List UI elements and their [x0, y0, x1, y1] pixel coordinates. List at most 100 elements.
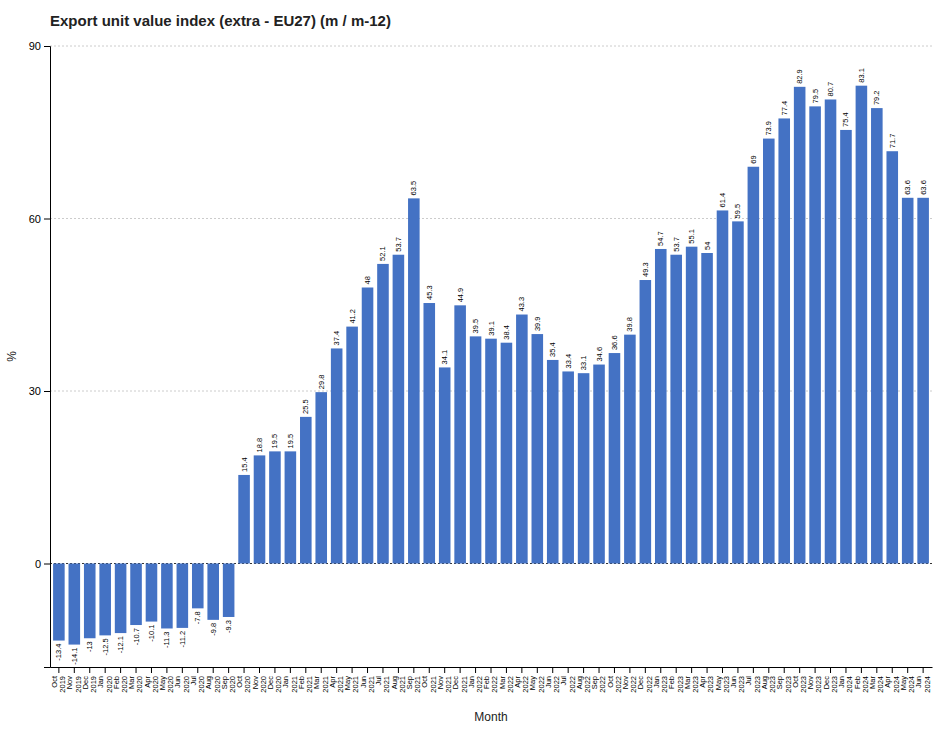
y-tick: 90	[29, 40, 50, 52]
data-label: 63.6	[903, 180, 912, 195]
bar	[856, 86, 868, 564]
x-tick-mark	[120, 667, 121, 673]
x-tick-mark	[336, 667, 337, 673]
data-label: -11.3	[162, 631, 171, 648]
x-tick-mark	[907, 667, 908, 673]
x-tick-mark	[722, 667, 723, 673]
bar	[825, 99, 837, 563]
bar	[470, 336, 482, 563]
bar	[717, 210, 729, 563]
bar	[732, 221, 744, 563]
data-label: 38.4	[502, 325, 511, 340]
y-tick-label: 60	[29, 213, 41, 225]
data-label: 39.9	[533, 316, 542, 331]
data-labels: -13.4-14.1-13-12.5-12.1-10.7-10.1-11.3-1…	[54, 68, 927, 665]
bar	[763, 139, 775, 564]
bar	[254, 455, 266, 563]
data-label: 19.5	[286, 434, 295, 449]
data-label: 44.9	[456, 288, 465, 303]
data-label: 61.4	[718, 193, 727, 208]
x-tick-mark	[737, 667, 738, 673]
bar	[192, 564, 204, 609]
x-tick-mark	[861, 667, 862, 673]
x-tick-mark	[305, 667, 306, 673]
bar	[547, 360, 559, 564]
bar	[161, 564, 173, 629]
data-label: 48	[363, 276, 372, 284]
x-tick-mark	[460, 667, 461, 673]
y-tick-mark	[44, 564, 50, 565]
bar	[840, 130, 852, 564]
y-tick-label: 0	[35, 558, 41, 570]
data-label: 63.5	[409, 181, 418, 196]
bar	[655, 249, 667, 564]
x-tick-mark	[136, 667, 137, 673]
x-tick-mark	[768, 667, 769, 673]
data-label: 54	[703, 242, 712, 250]
x-tick-mark	[290, 667, 291, 673]
x-tick-mark	[923, 667, 924, 673]
data-label: 33.4	[564, 354, 573, 369]
bar	[223, 564, 235, 617]
bar	[115, 564, 127, 634]
data-label: 43.3	[517, 297, 526, 312]
x-tick-mark	[89, 667, 90, 673]
bar	[778, 118, 790, 563]
y-axis-title: %	[5, 351, 19, 362]
bar	[485, 339, 497, 564]
bar	[794, 87, 806, 564]
x-tick-mark	[629, 667, 630, 673]
x-tick-mark	[166, 667, 167, 673]
data-label: 34.6	[595, 347, 604, 362]
x-tick-mark	[382, 667, 383, 673]
bar	[532, 334, 544, 563]
bar	[238, 475, 250, 564]
title: Export unit value index (extra - EU27) (…	[50, 12, 391, 29]
bar	[346, 327, 358, 564]
data-label: 39.5	[471, 319, 480, 334]
bar	[686, 247, 698, 564]
data-label: 36.6	[610, 335, 619, 350]
bar	[609, 353, 621, 563]
data-label: 59.5	[733, 204, 742, 219]
grid-line	[50, 46, 932, 47]
x-tick-mark	[74, 667, 75, 673]
y-axis: 0 30 60 90	[29, 40, 51, 667]
bar	[902, 198, 914, 564]
x-tick-mark	[244, 667, 245, 673]
bar	[331, 348, 343, 563]
x-tick-mark	[213, 667, 214, 673]
x-tick-mark	[182, 667, 183, 673]
data-label: 71.7	[888, 134, 897, 149]
x-tick-mark	[105, 667, 106, 673]
x-tick-mark	[506, 667, 507, 673]
x-tick-mark	[892, 667, 893, 673]
data-label: 35.4	[548, 342, 557, 357]
bar	[408, 198, 420, 563]
data-label: 82.9	[795, 69, 804, 84]
y-tick-mark	[44, 219, 50, 220]
data-label: 53.7	[394, 237, 403, 252]
grid	[50, 46, 932, 564]
x-tick-mark	[58, 667, 59, 673]
x-tick-mark	[660, 667, 661, 673]
x-axis-title: Month	[474, 710, 507, 724]
bar	[423, 303, 435, 563]
data-label: 77.4	[780, 101, 789, 116]
bar	[640, 280, 652, 563]
bar	[516, 315, 528, 564]
y-tick-label: 30	[29, 385, 41, 397]
data-label: 53.7	[672, 237, 681, 252]
x-tick-mark	[398, 667, 399, 673]
bar	[177, 564, 189, 628]
x-tick-mark	[815, 667, 816, 673]
data-label: 83.1	[857, 68, 866, 83]
y-tick: 60	[29, 213, 50, 225]
plot: -13.4-14.1-13-12.5-12.1-10.7-10.1-11.3-1…	[29, 40, 933, 693]
bar	[809, 106, 821, 563]
x-tick-mark	[274, 667, 275, 673]
x-tick-mark	[321, 667, 322, 673]
bar	[285, 451, 297, 563]
data-label: 49.3	[641, 262, 650, 277]
data-label: 29.8	[317, 375, 326, 390]
